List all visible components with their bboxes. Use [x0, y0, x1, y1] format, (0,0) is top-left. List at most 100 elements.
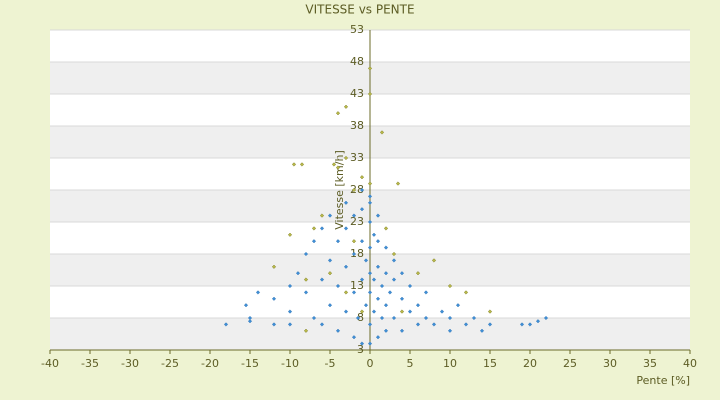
point — [287, 283, 293, 289]
x-tick-label: 0 — [367, 357, 374, 370]
x-tick-label: 25 — [563, 357, 577, 370]
point — [399, 271, 405, 276]
point — [363, 303, 369, 308]
point — [415, 271, 421, 276]
y-tick-label: 18 — [350, 247, 364, 260]
x-tick-label: 30 — [603, 357, 617, 370]
point — [327, 271, 333, 276]
point — [423, 290, 429, 295]
point — [311, 226, 317, 231]
point — [471, 315, 477, 321]
point — [415, 322, 421, 327]
y-tick-label: 48 — [350, 55, 364, 68]
point — [439, 309, 445, 314]
point — [351, 251, 357, 257]
point — [371, 232, 377, 237]
point — [487, 309, 493, 314]
point — [367, 66, 373, 71]
x-tick-label: -20 — [201, 357, 219, 370]
point — [487, 322, 493, 327]
point — [359, 187, 365, 193]
point — [379, 315, 385, 321]
point — [319, 226, 325, 231]
point — [359, 239, 365, 244]
point — [383, 245, 389, 250]
point — [327, 258, 333, 263]
point — [367, 290, 373, 295]
point — [463, 322, 469, 327]
y-tick-label: 43 — [350, 87, 364, 100]
point — [359, 277, 365, 282]
point — [447, 328, 453, 333]
point — [303, 277, 309, 282]
point — [335, 328, 341, 333]
x-axis-label: Pente [%] — [636, 374, 690, 387]
x-tick-label: -35 — [81, 357, 99, 370]
point — [351, 335, 357, 340]
point — [335, 111, 341, 116]
x-tick-label: 35 — [643, 357, 657, 370]
point — [519, 322, 525, 327]
x-tick-label: -30 — [121, 357, 139, 370]
x-tick-label: -10 — [281, 357, 299, 370]
point — [319, 322, 325, 327]
point — [223, 322, 229, 327]
point — [367, 219, 373, 225]
point — [367, 341, 373, 346]
point — [287, 309, 293, 314]
point — [319, 213, 325, 218]
point — [407, 309, 413, 314]
point — [367, 181, 373, 186]
x-tick-label: -5 — [325, 357, 336, 370]
point — [331, 162, 337, 167]
x-tick-label: 20 — [523, 357, 537, 370]
point — [375, 264, 381, 269]
point — [391, 277, 397, 282]
point — [247, 319, 253, 324]
point — [367, 271, 373, 276]
point — [303, 251, 309, 257]
point — [359, 309, 365, 314]
point — [407, 283, 413, 289]
point — [371, 277, 377, 282]
point — [271, 264, 277, 269]
point — [319, 277, 325, 282]
point — [327, 303, 333, 308]
point — [343, 264, 349, 269]
x-tick-label: 10 — [443, 357, 457, 370]
point — [431, 258, 437, 263]
point — [359, 207, 365, 212]
point — [383, 303, 389, 308]
point — [255, 290, 261, 295]
point — [447, 315, 453, 321]
point — [379, 283, 385, 289]
point — [399, 296, 405, 301]
point — [527, 322, 533, 327]
point — [375, 296, 381, 301]
point — [343, 226, 349, 231]
x-tick-label: -40 — [41, 357, 59, 370]
point — [447, 283, 453, 289]
point — [351, 187, 357, 193]
chart-title: VITESSE vs PENTE — [305, 3, 414, 17]
y-tick-label: 38 — [350, 119, 364, 132]
point — [423, 315, 429, 321]
point — [343, 104, 349, 109]
point — [399, 309, 405, 314]
point — [379, 130, 385, 135]
point — [383, 271, 389, 276]
y-tick-label: 3 — [357, 343, 364, 356]
point — [367, 200, 373, 205]
x-tick-label: -15 — [241, 357, 259, 370]
point — [243, 303, 249, 308]
y-tick-label: 33 — [350, 151, 364, 164]
point — [431, 322, 437, 327]
point — [383, 328, 389, 333]
point — [351, 213, 357, 218]
point — [391, 251, 397, 257]
point — [375, 213, 381, 218]
point — [391, 258, 397, 263]
point — [399, 328, 405, 333]
point — [383, 226, 389, 231]
